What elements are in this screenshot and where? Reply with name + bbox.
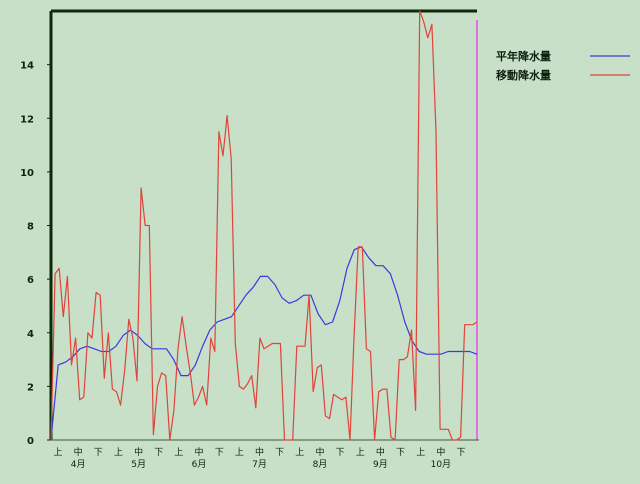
x-period-label: 下 (215, 448, 224, 458)
x-period-label: 中 (255, 446, 264, 458)
x-month-label: 5月 (131, 459, 146, 470)
series-lines (50, 10, 478, 441)
x-period-label: 上 (295, 447, 304, 458)
x-period-label: 下 (336, 448, 345, 458)
y-tick-label: 8 (27, 222, 34, 233)
x-month-label: 9月 (373, 459, 388, 470)
x-month-label: 10月 (431, 459, 451, 470)
legend-label: 平年降水量 (496, 49, 551, 63)
x-period-label: 下 (275, 448, 284, 458)
x-period-label: 中 (315, 446, 324, 458)
y-tick-label: 4 (27, 329, 34, 340)
x-period-label: 上 (53, 447, 62, 458)
y-tick-label: 10 (20, 168, 34, 179)
x-month-label: 4月 (71, 459, 86, 470)
x-period-label: 下 (154, 448, 163, 458)
x-month-label: 7月 (252, 459, 267, 470)
x-period-label: 中 (134, 446, 143, 458)
x-period-label: 上 (114, 447, 123, 458)
x-month-label: 8月 (313, 459, 328, 470)
y-tick-label: 14 (20, 61, 34, 72)
x-period-label: 上 (174, 447, 183, 458)
series-line-normal (50, 246, 478, 441)
series-line-actual (50, 10, 478, 441)
x-period-label: 下 (396, 448, 405, 458)
y-tick-label: 12 (20, 114, 34, 125)
x-month-label: 6月 (192, 459, 207, 470)
x-period-label: 下 (94, 448, 103, 458)
x-period-label: 中 (376, 446, 385, 458)
x-period-label: 上 (356, 447, 365, 458)
x-period-label: 中 (436, 446, 445, 458)
y-tick-label: 6 (27, 275, 34, 286)
y-tick-label: 2 (27, 382, 34, 393)
x-period-label: 上 (235, 447, 244, 458)
legend-label: 移動降水量 (496, 68, 551, 82)
axes: 02468101214上中下上中下上中下上中下上中下上中下上中下4月 5月 6月 7月… (20, 61, 465, 470)
x-period-label: 中 (74, 446, 83, 458)
x-period-label: 下 (456, 448, 465, 458)
x-period-label: 上 (416, 447, 425, 458)
y-tick-label: 0 (27, 436, 34, 447)
x-period-label: 中 (195, 446, 204, 458)
